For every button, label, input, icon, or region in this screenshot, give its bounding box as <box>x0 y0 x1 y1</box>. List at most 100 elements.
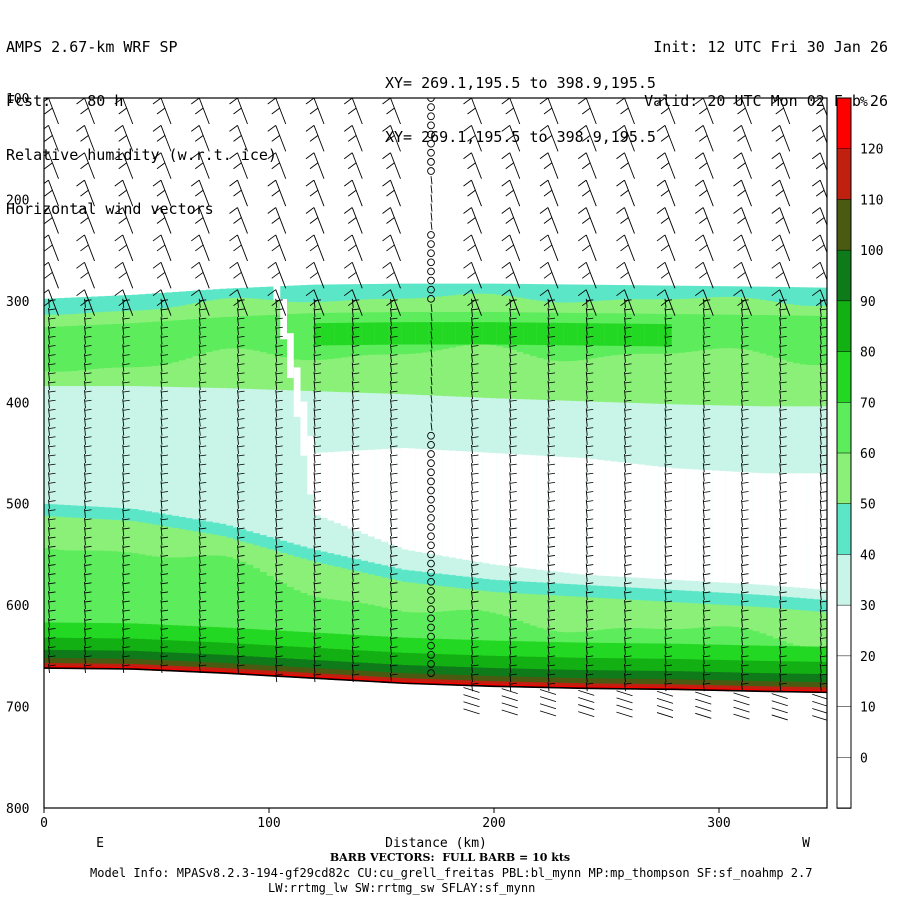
barb-shaft <box>624 298 626 308</box>
barb-flag <box>741 600 749 603</box>
barb-shaft <box>351 317 354 327</box>
rh-cell <box>381 677 389 681</box>
barb-flag <box>616 234 625 242</box>
barb-shaft <box>430 313 433 322</box>
barb-flag <box>509 299 517 302</box>
barb-flag <box>352 582 360 585</box>
barb-flag <box>820 555 827 557</box>
barb-shaft <box>122 554 125 564</box>
rh-cell <box>422 322 430 345</box>
barb-flag <box>237 582 245 585</box>
rh-cell <box>287 646 295 660</box>
barb-flag <box>237 518 245 521</box>
barb-flag <box>199 335 207 338</box>
rh-cell <box>300 302 308 315</box>
rh-cell <box>611 670 619 680</box>
rh-cell <box>611 658 619 671</box>
barb-shaft <box>779 581 782 591</box>
barb-flag <box>199 418 207 420</box>
barb-flag <box>84 655 92 658</box>
barb-shaft <box>84 289 95 316</box>
rh-cell <box>428 679 437 683</box>
rh-cell <box>793 661 801 675</box>
barb-shaft <box>122 207 134 234</box>
barb-shaft <box>237 371 239 381</box>
rh-cell <box>462 322 470 345</box>
rh-cell <box>179 360 187 388</box>
barb-flag <box>811 179 821 187</box>
barb-shaft <box>509 654 512 664</box>
rh-cell <box>779 596 788 610</box>
barb-flag <box>733 207 742 214</box>
barb-flag <box>48 390 56 393</box>
rh-cell <box>752 606 761 632</box>
barb-flag <box>664 536 673 539</box>
barb-shaft <box>779 426 782 436</box>
rh-cell <box>496 655 504 669</box>
barb-shaft <box>351 289 363 316</box>
barb-flag <box>820 335 827 338</box>
barb-shaft <box>664 463 667 473</box>
rh-cell <box>327 284 335 303</box>
rh-cell <box>435 350 443 397</box>
rh-cell <box>381 651 389 665</box>
rh-cell <box>260 352 268 391</box>
rh-cell <box>665 601 673 630</box>
rh-cell <box>665 467 673 580</box>
rh-cell <box>678 602 686 630</box>
barb-flag <box>664 335 673 338</box>
barb-flag <box>741 463 749 466</box>
barb-shaft <box>624 609 626 619</box>
rh-cell <box>543 284 551 303</box>
barb-flag <box>48 600 56 603</box>
barb-shaft <box>509 444 512 454</box>
barb-shaft <box>819 545 822 555</box>
barb-shaft <box>585 526 588 537</box>
rh-cell <box>665 629 673 645</box>
colorbar-level-label: 80 <box>860 346 876 361</box>
barb-shaft <box>351 590 354 600</box>
barb-shaft <box>84 453 86 464</box>
rh-cell <box>226 537 234 558</box>
barb-shaft <box>585 408 588 418</box>
barb-shaft <box>275 627 278 637</box>
barb-flag <box>624 381 632 384</box>
barb-shaft <box>160 317 163 327</box>
barb-flag <box>703 463 711 466</box>
rh-cell <box>206 387 214 523</box>
rh-cell <box>665 353 673 405</box>
rh-cell <box>536 641 545 658</box>
rh-cell <box>118 658 126 665</box>
barb-flag <box>122 545 130 548</box>
rh-cell <box>111 638 119 652</box>
barb-shaft <box>84 472 86 482</box>
barb-flag <box>352 600 360 603</box>
barb-flag <box>586 682 594 685</box>
barb-shaft <box>779 353 782 363</box>
barb-shaft <box>122 453 125 464</box>
rh-cell <box>368 650 376 664</box>
rh-cell <box>185 291 194 305</box>
rh-cell <box>557 595 565 633</box>
rh-cell <box>543 682 551 687</box>
barb-flag <box>509 317 517 320</box>
rh-cell <box>732 672 740 682</box>
barb-shaft <box>702 426 705 436</box>
barb-flag <box>84 308 92 311</box>
rh-cell <box>746 314 754 351</box>
rh-cell <box>698 314 707 351</box>
rh-cell <box>327 633 335 650</box>
rh-cell <box>226 25 233 29</box>
barb-flag <box>547 609 556 612</box>
barb-flag <box>237 500 245 503</box>
barb-flag <box>694 152 704 160</box>
barb-flag <box>352 326 360 329</box>
barb-flag <box>656 234 666 242</box>
rh-cell <box>543 657 551 670</box>
barb-flag <box>267 289 277 297</box>
rh-cell <box>152 321 160 367</box>
barb-flag <box>275 454 283 457</box>
rh-cell <box>617 628 626 644</box>
rh-cell <box>530 641 538 658</box>
rh-cell <box>719 592 727 606</box>
